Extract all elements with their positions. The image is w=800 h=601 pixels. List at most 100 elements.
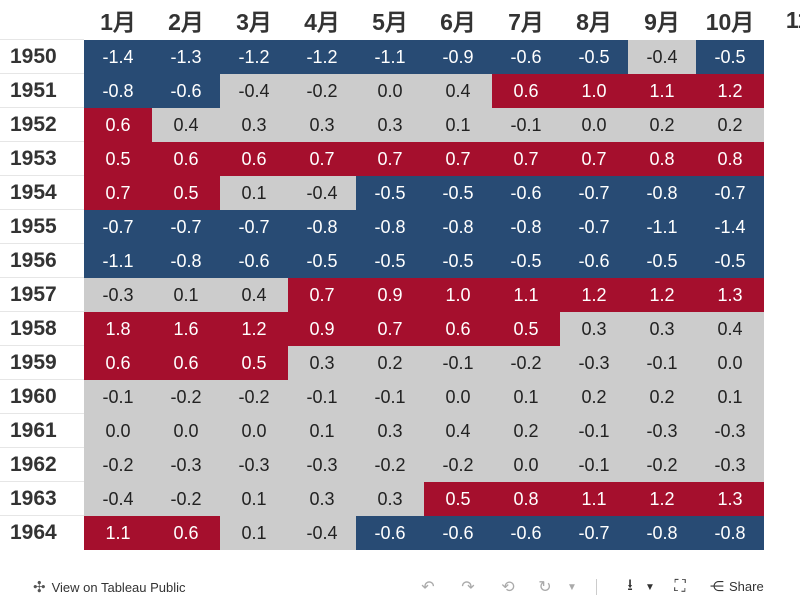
heatmap-cell[interactable]: 1.0 — [560, 74, 628, 108]
heatmap-cell[interactable]: -0.6 — [152, 74, 220, 108]
heatmap-cell[interactable]: -0.5 — [356, 244, 424, 278]
heatmap-cell[interactable]: -0.1 — [492, 108, 560, 142]
heatmap-cell[interactable]: 0.8 — [492, 482, 560, 516]
heatmap-cell[interactable]: 0.6 — [152, 142, 220, 176]
heatmap-cell[interactable]: -0.5 — [356, 176, 424, 210]
heatmap-cell[interactable]: -0.5 — [288, 244, 356, 278]
heatmap-cell[interactable]: -1.2 — [220, 40, 288, 74]
heatmap-cell[interactable]: -0.7 — [560, 210, 628, 244]
heatmap-cell[interactable]: -0.8 — [84, 74, 152, 108]
heatmap-cell[interactable]: -0.4 — [84, 482, 152, 516]
heatmap-cell[interactable]: 0.7 — [356, 142, 424, 176]
heatmap-cell[interactable]: -0.7 — [220, 210, 288, 244]
heatmap-cell[interactable] — [764, 244, 800, 278]
heatmap-cell[interactable]: 0.0 — [424, 380, 492, 414]
heatmap-cell[interactable]: 0.6 — [424, 312, 492, 346]
heatmap-cell[interactable]: 0.0 — [220, 414, 288, 448]
heatmap-cell[interactable]: 0.6 — [84, 108, 152, 142]
heatmap-cell[interactable]: 1.3 — [696, 278, 764, 312]
heatmap-cell[interactable]: -0.2 — [628, 448, 696, 482]
heatmap-cell[interactable]: 0.1 — [424, 108, 492, 142]
heatmap-cell[interactable]: 0.7 — [288, 278, 356, 312]
heatmap-cell[interactable]: 0.5 — [152, 176, 220, 210]
heatmap-cell[interactable]: -1.4 — [696, 210, 764, 244]
heatmap-cell[interactable]: 0.1 — [220, 482, 288, 516]
undo-icon[interactable]: ↶ — [418, 577, 438, 597]
heatmap-cell[interactable]: -0.3 — [560, 346, 628, 380]
redo-icon[interactable]: ↷ — [458, 577, 478, 597]
heatmap-cell[interactable]: 0.6 — [152, 516, 220, 550]
heatmap-cell[interactable]: -0.8 — [628, 516, 696, 550]
heatmap-cell[interactable]: -0.2 — [492, 346, 560, 380]
revert-icon[interactable]: ⟲ — [498, 577, 518, 597]
heatmap-cell[interactable]: 1.1 — [560, 482, 628, 516]
heatmap-cell[interactable]: 0.0 — [356, 74, 424, 108]
heatmap-cell[interactable]: 0.3 — [288, 108, 356, 142]
heatmap-cell[interactable]: -1.1 — [356, 40, 424, 74]
heatmap-cell[interactable]: 1.6 — [152, 312, 220, 346]
heatmap-cell[interactable]: 0.3 — [220, 108, 288, 142]
heatmap-cell[interactable]: -0.6 — [492, 516, 560, 550]
heatmap-cell[interactable]: -0.3 — [220, 448, 288, 482]
heatmap-cell[interactable]: -0.4 — [628, 40, 696, 74]
heatmap-cell[interactable]: 0.9 — [288, 312, 356, 346]
heatmap-cell[interactable]: 0.2 — [356, 346, 424, 380]
heatmap-cell[interactable]: -1.2 — [288, 40, 356, 74]
heatmap-cell[interactable]: 1.2 — [628, 482, 696, 516]
heatmap-cell[interactable] — [764, 108, 800, 142]
heatmap-cell[interactable] — [764, 482, 800, 516]
heatmap-cell[interactable]: -0.5 — [424, 176, 492, 210]
heatmap-cell[interactable]: 0.0 — [152, 414, 220, 448]
heatmap-cell[interactable]: -0.5 — [696, 244, 764, 278]
heatmap-cell[interactable]: -0.2 — [152, 482, 220, 516]
heatmap-cell[interactable]: -0.4 — [220, 74, 288, 108]
heatmap-cell[interactable]: 0.4 — [424, 74, 492, 108]
heatmap-cell[interactable]: 0.5 — [84, 142, 152, 176]
heatmap-cell[interactable]: -0.2 — [424, 448, 492, 482]
heatmap-cell[interactable]: -0.1 — [356, 380, 424, 414]
heatmap-cell[interactable]: -0.1 — [628, 346, 696, 380]
heatmap-cell[interactable] — [764, 278, 800, 312]
heatmap-cell[interactable]: -0.6 — [560, 244, 628, 278]
heatmap-cell[interactable]: -0.1 — [288, 380, 356, 414]
heatmap-cell[interactable]: -0.3 — [628, 414, 696, 448]
heatmap-cell[interactable]: 0.3 — [356, 108, 424, 142]
heatmap-cell[interactable]: 0.2 — [492, 414, 560, 448]
heatmap-cell[interactable]: 0.7 — [424, 142, 492, 176]
heatmap-cell[interactable]: 1.2 — [560, 278, 628, 312]
heatmap-cell[interactable]: -1.1 — [84, 244, 152, 278]
heatmap-cell[interactable]: 0.0 — [560, 108, 628, 142]
heatmap-cell[interactable]: 0.7 — [560, 142, 628, 176]
heatmap-cell[interactable]: 0.1 — [696, 380, 764, 414]
heatmap-cell[interactable]: 0.4 — [152, 108, 220, 142]
heatmap-cell[interactable]: 0.4 — [424, 414, 492, 448]
heatmap-cell[interactable]: 0.7 — [84, 176, 152, 210]
heatmap-cell[interactable]: -0.7 — [84, 210, 152, 244]
heatmap-cell[interactable]: -0.3 — [84, 278, 152, 312]
heatmap-cell[interactable]: -0.8 — [152, 244, 220, 278]
heatmap-cell[interactable]: 0.1 — [220, 176, 288, 210]
heatmap-cell[interactable]: -0.6 — [492, 40, 560, 74]
heatmap-cell[interactable]: -0.2 — [220, 380, 288, 414]
heatmap-cell[interactable]: -0.6 — [492, 176, 560, 210]
heatmap-cell[interactable]: -0.5 — [696, 40, 764, 74]
heatmap-cell[interactable]: 0.3 — [356, 414, 424, 448]
heatmap-cell[interactable]: 0.8 — [628, 142, 696, 176]
heatmap-cell[interactable] — [764, 312, 800, 346]
heatmap-cell[interactable]: -0.1 — [560, 414, 628, 448]
download-dropdown-icon[interactable]: ▼ — [640, 577, 660, 597]
heatmap-cell[interactable]: 0.7 — [492, 142, 560, 176]
heatmap-cell[interactable]: -0.5 — [560, 40, 628, 74]
heatmap-cell[interactable]: 0.3 — [628, 312, 696, 346]
heatmap-cell[interactable]: -0.2 — [356, 448, 424, 482]
heatmap-cell[interactable]: 1.1 — [628, 74, 696, 108]
heatmap-cell[interactable]: -1.4 — [84, 40, 152, 74]
heatmap-cell[interactable]: 0.1 — [220, 516, 288, 550]
heatmap-cell[interactable]: -0.5 — [492, 244, 560, 278]
heatmap-cell[interactable]: 0.1 — [152, 278, 220, 312]
heatmap-cell[interactable]: -0.3 — [288, 448, 356, 482]
heatmap-cell[interactable]: -0.7 — [696, 176, 764, 210]
view-on-tableau-public-link[interactable]: ✣ View on Tableau Public — [33, 578, 186, 596]
heatmap-cell[interactable]: -0.2 — [84, 448, 152, 482]
heatmap-cell[interactable]: -0.2 — [288, 74, 356, 108]
